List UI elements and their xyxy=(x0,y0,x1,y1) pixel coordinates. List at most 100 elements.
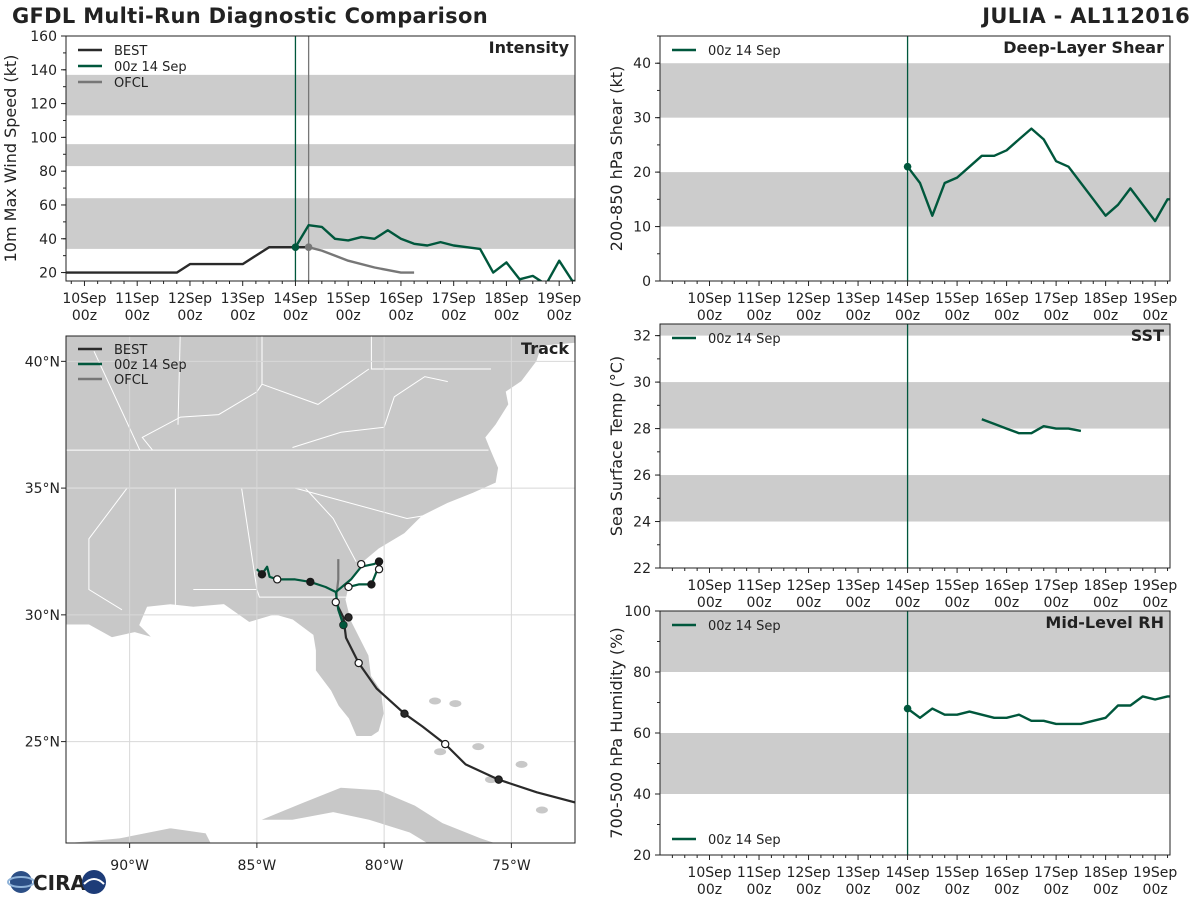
sst-frame xyxy=(659,323,1171,569)
intensity-ytick-label: 60 xyxy=(39,198,57,214)
landmass-bahamas xyxy=(449,700,462,708)
rh-ytick-label: 60 xyxy=(633,726,651,742)
track-marker xyxy=(357,559,366,569)
state-border xyxy=(304,487,357,562)
rh-xtick-label: 16Sep xyxy=(985,865,1029,881)
intensity-legend-label: BEST xyxy=(114,44,147,59)
intensity-series-marker xyxy=(291,243,300,252)
shear-xtick-hour: 00z xyxy=(994,308,1019,324)
sst-band xyxy=(660,382,1170,429)
state-border xyxy=(370,336,491,370)
intensity-xtick-hour: 00z xyxy=(441,308,466,324)
shear-ytick-label: 20 xyxy=(633,165,651,181)
shear-series-line xyxy=(906,127,1170,223)
sst-xtick-hour: 00z xyxy=(1143,595,1168,611)
track-xtick-label: 90°W xyxy=(110,858,149,874)
rh-ytick-label: 80 xyxy=(633,665,651,681)
intensity-band xyxy=(66,74,575,116)
shear-ytick-label: 0 xyxy=(642,274,651,290)
shear-series-marker xyxy=(903,162,912,171)
track-legend-label: BEST xyxy=(114,343,147,358)
sst-panel: 22242628303210Sep00z11Sep00z12Sep00z13Se… xyxy=(607,323,1177,611)
shear-xtick-hour: 00z xyxy=(845,308,870,324)
intensity-ytick-label: 120 xyxy=(30,97,57,113)
rh-ytick-label: 40 xyxy=(633,787,651,803)
shear-title: Deep-Layer Shear xyxy=(1003,38,1164,57)
intensity-xtick-label: 14Sep xyxy=(273,291,317,307)
shear-legend-label: 00z 14 Sep xyxy=(708,44,781,59)
rh-xtick-label: 19Sep xyxy=(1133,865,1177,881)
logo-text: CIRA xyxy=(33,871,87,895)
shear-xtick-label: 12Sep xyxy=(786,291,830,307)
rh-xtick-label: 17Sep xyxy=(1034,865,1078,881)
sst-ytick-label: 22 xyxy=(633,561,651,577)
intensity-xtick-hour: 00z xyxy=(177,308,202,324)
sst-band xyxy=(660,324,1170,336)
rh-xtick-label: 15Sep xyxy=(935,865,979,881)
intensity-xtick-label: 19Sep xyxy=(537,291,581,307)
intensity-legend-label: OFCL xyxy=(114,76,149,91)
landmass-bahamas xyxy=(515,760,528,768)
track-marker xyxy=(441,739,450,749)
rh-xtick-label: 10Sep xyxy=(687,865,731,881)
rh-series-marker xyxy=(903,704,912,713)
intensity-ytick-label: 140 xyxy=(30,63,57,79)
shear-ytick-label: 40 xyxy=(633,56,651,72)
shear-xtick-label: 15Sep xyxy=(935,291,979,307)
sst-xtick-label: 14Sep xyxy=(885,578,929,594)
rh-panel: 2040608010010Sep00z11Sep00z12Sep00z13Sep… xyxy=(607,604,1177,898)
sst-ytick-label: 26 xyxy=(633,468,651,484)
intensity-xtick-label: 17Sep xyxy=(432,291,476,307)
intensity-series-marker xyxy=(304,243,313,252)
track-marker xyxy=(400,709,409,718)
shear-xtick-hour: 00z xyxy=(945,308,970,324)
rh-xtick-hour: 00z xyxy=(1093,882,1118,898)
track-ytick-label: 35°N xyxy=(25,481,60,497)
rh-xtick-label: 18Sep xyxy=(1084,865,1128,881)
intensity-xtick-label: 12Sep xyxy=(168,291,212,307)
intensity-xtick-label: 11Sep xyxy=(115,291,159,307)
shear-xtick-hour: 00z xyxy=(697,308,722,324)
intensity-xtick-label: 13Sep xyxy=(221,291,265,307)
track-xtick-label: 80°W xyxy=(365,858,404,874)
landmass-bahamas xyxy=(535,806,548,814)
intensity-ytick-label: 160 xyxy=(30,29,57,45)
shear-xtick-label: 11Sep xyxy=(737,291,781,307)
track-marker xyxy=(344,613,353,622)
rh-legend-label: 00z 14 Sep xyxy=(708,619,781,634)
intensity-xtick-hour: 00z xyxy=(125,308,150,324)
track-marker xyxy=(344,582,353,592)
track-marker xyxy=(367,580,376,589)
intensity-xtick-label: 16Sep xyxy=(379,291,423,307)
intensity-xtick-hour: 00z xyxy=(547,308,572,324)
sst-xtick-label: 10Sep xyxy=(687,578,731,594)
landmass-cuba xyxy=(259,786,498,843)
state-border xyxy=(93,350,141,451)
track-title: Track xyxy=(521,339,569,358)
landmass-bahamas xyxy=(429,697,442,705)
sst-ytick-label: 30 xyxy=(633,375,651,391)
shear-xtick-label: 19Sep xyxy=(1133,291,1177,307)
track-ytick-label: 30°N xyxy=(25,608,60,624)
rh-xtick-hour: 00z xyxy=(1044,882,1069,898)
sst-ytick-label: 32 xyxy=(633,329,651,345)
sst-xtick-label: 16Sep xyxy=(985,578,1029,594)
shear-xtick-hour: 00z xyxy=(895,308,920,324)
track-marker xyxy=(494,775,503,784)
rh-band xyxy=(660,611,1170,672)
sst-xtick-label: 15Sep xyxy=(935,578,979,594)
intensity-frame xyxy=(65,35,576,282)
state-border xyxy=(241,488,258,590)
intensity-series-line xyxy=(66,245,309,274)
rh-series-line xyxy=(906,695,1170,726)
sst-title: SST xyxy=(1131,326,1164,345)
rh-ylabel: 700-500 hPa Humidity (%) xyxy=(607,627,626,838)
track-panel: 90°W 85°W 80°W 75°W 25°N 30°N 35°N 40°N Track BES… xyxy=(25,335,576,874)
track-marker xyxy=(374,557,384,566)
landmass-bahamas xyxy=(472,743,485,751)
intensity-xtick-hour: 00z xyxy=(283,308,308,324)
sst-xtick-hour: 00z xyxy=(1044,595,1069,611)
shear-xtick-label: 13Sep xyxy=(836,291,880,307)
shear-xtick-label: 18Sep xyxy=(1084,291,1128,307)
